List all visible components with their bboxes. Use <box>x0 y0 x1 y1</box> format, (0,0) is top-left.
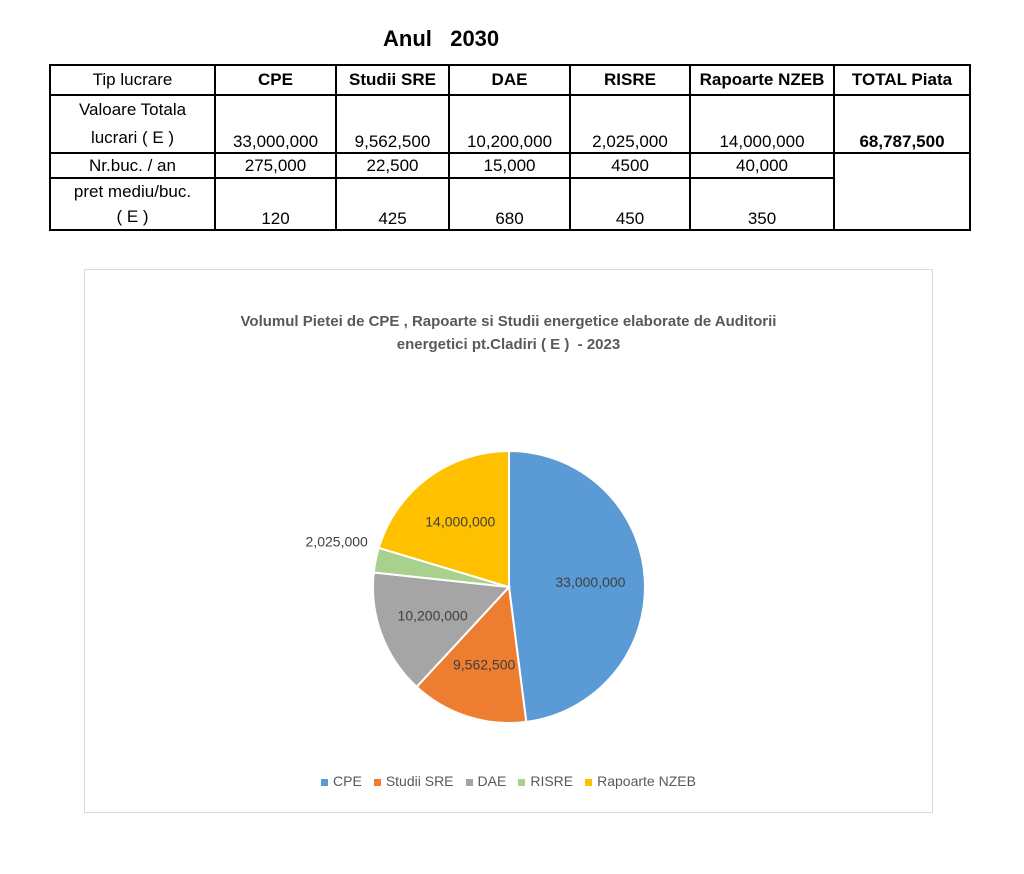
row-label-valoare-line2: lucrari ( E ) <box>90 128 175 147</box>
cell-nr-cpe: 275,000 <box>214 152 337 179</box>
pie-slice-studii-sre <box>415 584 528 724</box>
data-label-cpe: 33,000,000 <box>555 574 625 590</box>
cell-total-piata: 68,787,500 <box>833 94 971 154</box>
row-label-pret-line1: pret mediu/buc. <box>73 182 192 201</box>
market-table: Tip lucrare CPE Studii SRE DAE RISRE Rap… <box>49 64 971 231</box>
cell-nr-studii-sre: 22,500 <box>335 152 450 179</box>
legend-label-rapoarte-nzeb: Rapoarte NZEB <box>597 773 696 789</box>
legend-label-cpe: CPE <box>333 773 362 789</box>
table-row-pret: pret mediu/buc. ( E ) 120 425 680 450 35… <box>49 177 970 231</box>
row-label-nr: Nr.buc. / an <box>49 152 216 179</box>
header-risre: RISRE <box>569 64 691 96</box>
legend-item-cpe: CPE <box>321 773 362 789</box>
cell-nr-rapoarte-nzeb: 40,000 <box>689 152 835 179</box>
data-label-risre: 2,025,000 <box>306 533 368 549</box>
header-total-piata: TOTAL Piata <box>833 64 971 96</box>
cell-total-empty <box>833 152 971 231</box>
cell-pret-rapoarte-nzeb: 350 <box>689 177 835 231</box>
legend-swatch-risre <box>518 778 526 786</box>
chart-title-line2: energetici pt.Cladiri ( E ) - 2023 <box>396 336 621 353</box>
header-rapoarte-nzeb: Rapoarte NZEB <box>689 64 835 96</box>
cell-valoare-studii-sre: 9,562,500 <box>335 94 450 154</box>
header-studii-sre: Studii SRE <box>335 64 450 96</box>
table-header-row: Tip lucrare CPE Studii SRE DAE RISRE Rap… <box>49 64 971 96</box>
cell-pret-studii-sre: 425 <box>335 177 450 231</box>
table-row-nr: Nr.buc. / an 275,000 22,500 15,000 4500 … <box>49 152 971 231</box>
cell-pret-cpe: 120 <box>214 177 337 231</box>
legend-item-dae: DAE <box>465 773 507 789</box>
row-label-pret-line2: ( E ) <box>116 207 149 226</box>
legend-item-studii-sre: Studii SRE <box>373 773 454 789</box>
legend-swatch-dae <box>465 778 473 786</box>
cell-nr-risre: 4500 <box>569 152 691 179</box>
legend-swatch-rapoarte-nzeb <box>585 778 593 786</box>
pie-slice-cpe <box>508 449 646 724</box>
chart-title: Volumul Pietei de CPE , Rapoarte si Stud… <box>85 310 932 356</box>
cell-valoare-dae: 10,200,000 <box>448 94 571 154</box>
cell-nr-dae: 15,000 <box>448 152 571 179</box>
cell-pret-dae: 680 <box>448 177 571 231</box>
data-label-studii-sre: 9,562,500 <box>453 657 515 673</box>
header-cpe: CPE <box>214 64 337 96</box>
data-label-dae: 10,200,000 <box>398 608 468 624</box>
year-title: Anul 2030 <box>383 26 500 51</box>
cell-valoare-cpe: 33,000,000 <box>214 94 337 154</box>
header-tip-lucrare: Tip lucrare <box>49 64 216 96</box>
legend-label-risre: RISRE <box>530 773 574 789</box>
row-label-valoare-line1: Valoare Totala <box>78 100 187 119</box>
pie-chart: 33,000,000 9,562,500 10,200,000 2,025,000 14… <box>306 449 646 724</box>
legend-label-studii-sre: Studii SRE <box>385 773 454 789</box>
chart-area: Volumul Pietei de CPE , Rapoarte si Stud… <box>84 269 933 813</box>
legend-item-rapoarte-nzeb: Rapoarte NZEB <box>585 773 696 789</box>
chart-legend: CPE Studii SRE DAE RISRE Rapoarte NZEB <box>85 773 932 789</box>
legend-swatch-cpe <box>321 778 329 786</box>
data-label-rapoarte-nzeb: 14,000,000 <box>425 514 495 530</box>
pie-slice-dae <box>372 571 512 689</box>
row-label-valoare: Valoare Totala lucrari ( E ) <box>49 94 216 154</box>
table-row-valoare: Valoare Totala lucrari ( E ) 33,000,000 … <box>49 94 971 154</box>
chart-title-line1: Volumul Pietei de CPE , Rapoarte si Stud… <box>240 313 777 330</box>
cell-valoare-rapoarte-nzeb: 14,000,000 <box>689 94 835 154</box>
cell-valoare-risre: 2,025,000 <box>569 94 691 154</box>
pie-slice-rapoarte-nzeb <box>377 449 510 589</box>
legend-swatch-studii-sre <box>373 778 381 786</box>
header-dae: DAE <box>448 64 571 96</box>
legend-item-risre: RISRE <box>518 773 573 789</box>
legend-label-dae: DAE <box>477 773 507 789</box>
cell-pret-risre: 450 <box>569 177 691 231</box>
row-label-pret: pret mediu/buc. ( E ) <box>49 177 216 231</box>
